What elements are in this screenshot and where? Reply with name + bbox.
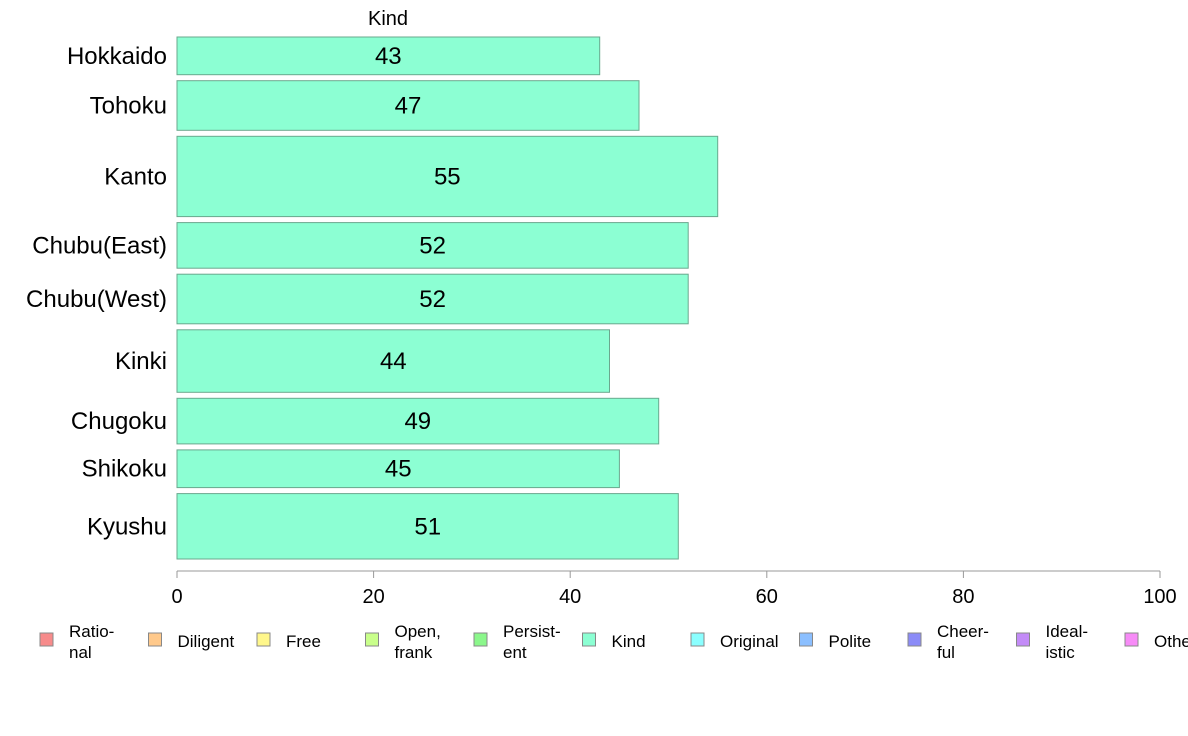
bar-value-label: 49 bbox=[404, 408, 431, 435]
category-label: Kanto bbox=[104, 163, 167, 190]
legend-swatch bbox=[1124, 632, 1139, 647]
x-tick-label: 40 bbox=[559, 586, 581, 608]
category-label: Tohoku bbox=[90, 93, 167, 120]
legend-label: Free bbox=[286, 632, 321, 651]
bar-value-label: 43 bbox=[375, 43, 402, 70]
legend-label: Othe bbox=[1154, 632, 1188, 651]
x-axis: 0 20 40 60 80 100 bbox=[171, 570, 1177, 608]
bar-tohoku bbox=[176, 80, 640, 131]
category-label: Chubu(East) bbox=[32, 232, 167, 259]
legend-label: Ratio-nal bbox=[69, 622, 114, 662]
bar-chubu-west bbox=[176, 273, 689, 325]
bar-kanto bbox=[176, 135, 719, 218]
legend-swatch bbox=[39, 632, 54, 647]
bar-value-label: 52 bbox=[419, 286, 446, 313]
bar-value-label: 51 bbox=[414, 513, 441, 540]
legend-swatch bbox=[582, 632, 596, 647]
legend-swatch bbox=[1016, 632, 1030, 647]
bar-chubu-east bbox=[176, 222, 689, 269]
bar-chugoku bbox=[176, 397, 660, 445]
bar-shikoku bbox=[176, 449, 620, 489]
legend-swatch bbox=[256, 632, 271, 647]
bar-value-label: 45 bbox=[385, 456, 412, 483]
legend-swatch bbox=[907, 632, 922, 647]
x-tick-label: 60 bbox=[756, 586, 778, 608]
x-tick-label: 0 bbox=[171, 586, 182, 608]
bar-kyushu bbox=[176, 493, 679, 560]
x-tick-label: 100 bbox=[1143, 586, 1176, 608]
category-label: Shikoku bbox=[82, 456, 167, 483]
bar-kinki bbox=[176, 329, 610, 393]
legend-label: Polite bbox=[829, 632, 872, 651]
x-tick-label: 20 bbox=[362, 586, 384, 608]
category-label: Chubu(West) bbox=[26, 286, 167, 313]
x-tick-label: 80 bbox=[952, 586, 974, 608]
legend-label: Diligent bbox=[178, 632, 235, 651]
legend-label: Kind bbox=[612, 632, 646, 651]
chart-title: Kind bbox=[368, 8, 408, 30]
bar-value-label: 47 bbox=[395, 93, 422, 120]
legend-swatch bbox=[148, 632, 162, 647]
bar-value-label: 52 bbox=[419, 232, 446, 259]
category-label: Kyushu bbox=[87, 513, 167, 540]
legend-swatch bbox=[799, 632, 813, 647]
category-label: Chugoku bbox=[71, 408, 167, 435]
legend-label: Persist-ent bbox=[503, 622, 561, 662]
legend-swatch bbox=[365, 632, 379, 647]
legend-label: Open, frank bbox=[395, 622, 441, 662]
legend-label: Original bbox=[720, 632, 779, 651]
legend-label: Ideal-istic bbox=[1046, 622, 1089, 662]
legend: Ratio-nal Diligent Free Open, frank Persist-e… bbox=[39, 622, 1188, 662]
legend-label: Cheer-ful bbox=[937, 622, 989, 662]
bar-hokkaido bbox=[176, 36, 601, 76]
bar-value-label: 44 bbox=[380, 348, 407, 375]
category-label: Hokkaido bbox=[67, 43, 167, 70]
legend-swatch bbox=[690, 632, 705, 647]
category-label: Kinki bbox=[115, 348, 167, 375]
bar-value-label: 55 bbox=[434, 163, 461, 190]
legend-swatch bbox=[473, 632, 488, 647]
bars-group: 43 Hokkaido 47 Tohoku 55 Kanto 52 Chubu(East) 52… bbox=[26, 36, 719, 560]
